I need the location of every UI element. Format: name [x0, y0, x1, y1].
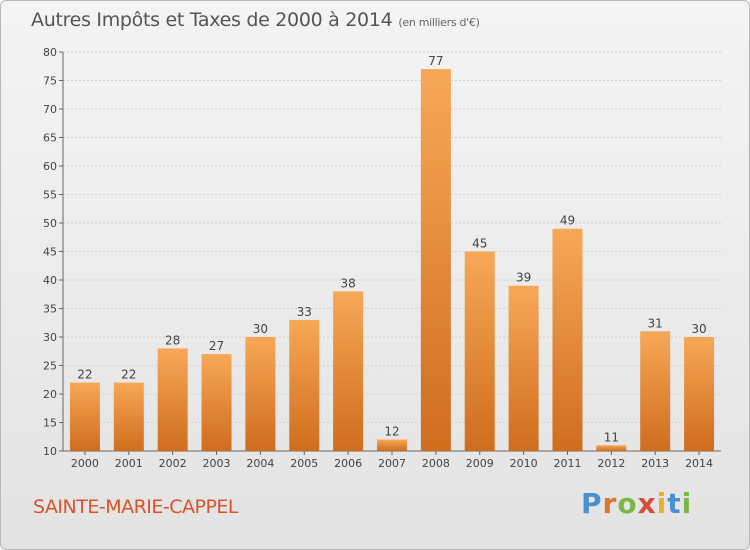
- bar-2013: [640, 331, 671, 451]
- x-tick-label-2003: 2003: [203, 457, 231, 470]
- y-tick-label: 30: [43, 331, 57, 344]
- bar-2005: [289, 319, 320, 451]
- x-tick-label-2011: 2011: [553, 457, 581, 470]
- data-label-2000: 22: [77, 368, 92, 382]
- data-label-2001: 22: [121, 368, 136, 382]
- y-tick-label: 75: [43, 75, 57, 88]
- x-tick-label-2012: 2012: [597, 457, 625, 470]
- y-tick-label: 50: [43, 217, 57, 230]
- y-tick-label: 40: [43, 274, 57, 287]
- y-tick-label: 20: [43, 388, 57, 401]
- logo-letter: i: [681, 487, 693, 520]
- data-label-2012: 11: [604, 430, 619, 444]
- logo-letter: P: [581, 487, 603, 520]
- y-tick-label: 15: [43, 417, 57, 430]
- x-tick-label-2014: 2014: [685, 457, 713, 470]
- bar-2002: [157, 348, 188, 451]
- y-tick-label: 35: [43, 303, 57, 316]
- y-tick-label: 60: [43, 160, 57, 173]
- y-tick-label: 55: [43, 189, 57, 202]
- data-label-2013: 31: [648, 316, 663, 330]
- data-label-2008: 77: [428, 54, 443, 68]
- data-label-2006: 38: [340, 276, 355, 290]
- x-tick-label-2013: 2013: [641, 457, 669, 470]
- bars: [69, 69, 715, 451]
- y-tick-label: 25: [43, 360, 57, 373]
- y-tick-label: 80: [43, 46, 57, 59]
- tick-labels: 10 15 20 25 30 35 40 45 50 55 60 65 70 75 80 2000 2001 20…: [43, 46, 713, 470]
- x-tick-label-2002: 2002: [159, 457, 187, 470]
- y-tick-label: 45: [43, 246, 57, 259]
- proxiti-logo[interactable]: Proxiti: [581, 487, 692, 520]
- bar-2009: [464, 251, 495, 451]
- bar-2004: [245, 337, 276, 451]
- y-tick-label: 65: [43, 132, 57, 145]
- logo-letter: o: [617, 487, 638, 520]
- x-tick-label-2008: 2008: [422, 457, 450, 470]
- data-label-2004: 30: [253, 322, 268, 336]
- bar-2006: [333, 291, 364, 451]
- x-tick-label-2007: 2007: [378, 457, 406, 470]
- location-name: SAINTE-MARIE-CAPPEL: [33, 496, 239, 518]
- x-tick-label-2000: 2000: [71, 457, 99, 470]
- logo-letter: x: [637, 487, 657, 520]
- chart-title-text: Autres Impôts et Taxes de 2000 à 2014: [31, 9, 393, 31]
- x-tick-label-2001: 2001: [115, 457, 143, 470]
- x-tick-label-2004: 2004: [246, 457, 274, 470]
- data-label-2009: 45: [472, 237, 487, 251]
- data-label-2005: 33: [297, 305, 312, 319]
- y-tick-label: 10: [43, 445, 57, 458]
- x-tick-label-2009: 2009: [466, 457, 494, 470]
- data-label-2014: 30: [691, 322, 706, 336]
- bar-2008: [420, 69, 451, 451]
- x-tick-label-2010: 2010: [510, 457, 538, 470]
- bar-2012: [596, 445, 627, 451]
- chart-title: Autres Impôts et Taxes de 2000 à 2014 (en…: [31, 9, 480, 31]
- x-tick-label-2006: 2006: [334, 457, 362, 470]
- data-label-2011: 49: [560, 214, 575, 228]
- grid-lines: [63, 51, 721, 452]
- logo-letter: i: [656, 487, 668, 520]
- data-labels: 22 22 28 27 30 33 38 12 77 45 39 49 11 31 30: [77, 54, 706, 444]
- bar-2001: [113, 382, 144, 451]
- data-label-2003: 27: [209, 339, 224, 353]
- y-tick-label: 70: [43, 103, 57, 116]
- bar-2014: [684, 337, 715, 451]
- bar-2011: [552, 228, 583, 451]
- bar-2003: [201, 354, 232, 451]
- data-label-2002: 28: [165, 333, 180, 347]
- logo-letter: r: [602, 487, 618, 520]
- bar-2010: [508, 285, 539, 451]
- logo-letter: t: [667, 487, 682, 520]
- chart-subtitle: (en milliers d'€): [398, 16, 480, 29]
- x-tick-label-2005: 2005: [290, 457, 318, 470]
- data-label-2010: 39: [516, 271, 531, 285]
- bar-2007: [377, 439, 407, 451]
- bar-2000: [69, 382, 100, 451]
- data-label-2007: 12: [384, 425, 399, 439]
